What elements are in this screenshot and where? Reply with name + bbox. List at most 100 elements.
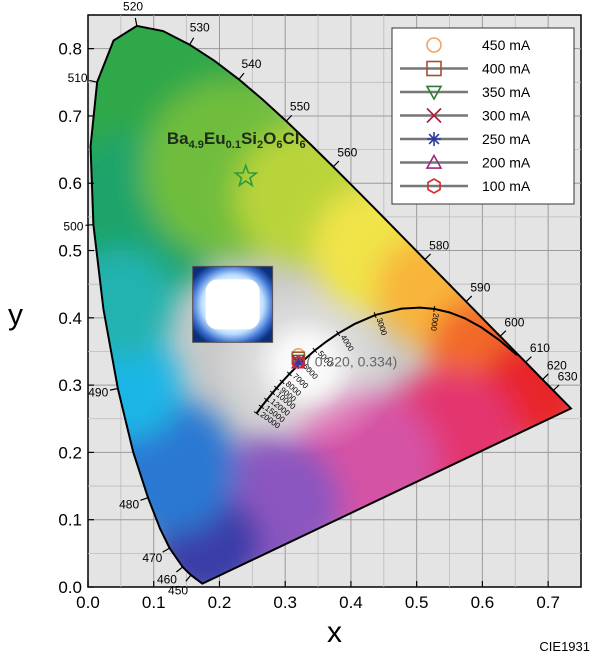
- compound-subscript: 6: [299, 139, 305, 151]
- legend-label: 200 mA: [482, 155, 531, 171]
- cct-tick: [286, 371, 292, 377]
- wavelength-tick: [189, 37, 195, 45]
- wavelength-label: 480: [119, 497, 139, 511]
- legend-entry: 400 mA: [400, 61, 531, 77]
- y-tick-label: 0.0: [58, 578, 82, 597]
- y-axis-label: y: [8, 299, 23, 332]
- wavelength-tick: [176, 566, 184, 573]
- wavelength-label: 540: [241, 57, 261, 71]
- wavelength-tick: [134, 17, 138, 27]
- cct-tick: [279, 379, 285, 385]
- wavelength-label: 530: [190, 20, 210, 34]
- data-point: [292, 356, 305, 369]
- legend-entry: 450 mA: [426, 37, 531, 53]
- legend-entry: 300 mA: [400, 108, 531, 124]
- compound-element: Cl: [282, 129, 299, 148]
- wavelength-tick: [285, 114, 293, 122]
- marker-asterisk: [427, 132, 441, 146]
- wavelength-label: 550: [290, 100, 310, 114]
- gamut-color-blob: [90, 249, 176, 360]
- compound-element: O: [263, 129, 276, 148]
- cct-tick: [312, 347, 318, 354]
- wavelength-tick: [109, 387, 118, 391]
- compound-subscript: 2: [257, 139, 263, 151]
- wavelength-label: 560: [337, 146, 357, 160]
- wavelength-label: 450: [168, 583, 188, 597]
- marker-circle: [426, 37, 442, 53]
- compound-subscript: 0.1: [226, 139, 241, 151]
- data-points: [290, 348, 306, 370]
- legend-label: 450 mA: [482, 37, 531, 53]
- compound-text: Ba4.9Eu0.1Si2O6Cl6: [167, 129, 306, 151]
- x-axis-label: x: [327, 616, 342, 649]
- legend: 450 mA 400 mA 350 mA 300 mA 250 mA 200 mA 100 …: [391, 27, 575, 205]
- wavelength-label: 500: [63, 219, 83, 233]
- wavelength-tick: [542, 373, 549, 380]
- wavelength-tick: [499, 330, 507, 337]
- led-bright-core: [205, 279, 260, 330]
- x-tick-label: 0.1: [142, 593, 166, 612]
- cct-label: 2000: [429, 312, 441, 332]
- compound-subscript: 6: [276, 139, 282, 151]
- wavelength-tick: [424, 253, 432, 260]
- wavelength-tick: [89, 79, 98, 83]
- marker-hexagon: [292, 355, 305, 370]
- wavelength-tick: [162, 547, 170, 553]
- legend-label: 100 mA: [482, 178, 531, 194]
- compound-subscript: 4.9: [189, 139, 204, 151]
- y-tick-label: 0.5: [58, 242, 82, 261]
- legend-label: 250 mA: [482, 131, 531, 147]
- legend-entry: 100 mA: [400, 178, 531, 194]
- y-tick-label: 0.6: [58, 174, 82, 193]
- x-tick-label: 0.2: [208, 593, 232, 612]
- marker-hexagon: [427, 178, 441, 194]
- wavelength-label: 460: [157, 572, 177, 586]
- data-point: [292, 355, 305, 370]
- wavelength-label: 600: [504, 315, 524, 329]
- legend-entry: 250 mA: [400, 131, 531, 147]
- marker-triangle-up: [425, 153, 443, 169]
- y-tick-label: 0.2: [58, 443, 82, 462]
- reference-star: [233, 163, 259, 188]
- x-tick-label: 0.7: [536, 593, 560, 612]
- wavelength-tick: [525, 356, 532, 363]
- y-tick-label: 0.7: [58, 107, 82, 126]
- wavelength-tick: [552, 384, 560, 391]
- cct-tick: [264, 397, 270, 403]
- wavelength-label: 580: [429, 239, 449, 253]
- cct-tick: [258, 404, 265, 410]
- axes: 0.0 0.1 0.2 0.3 0.4 0.5 0.6 0.7 0.0 0.1 0.2 0.3 0.4 0…: [58, 40, 560, 612]
- cct-tick: [253, 411, 260, 416]
- wavelength-label: 630: [558, 369, 578, 383]
- y-tick-label: 0.8: [58, 40, 82, 59]
- compound-element: Eu: [204, 129, 226, 148]
- legend-label: 350 mA: [482, 84, 531, 100]
- coordinate-annotation: ( 0.320, 0.334): [306, 353, 397, 369]
- wavelength-tick: [465, 295, 473, 302]
- x-tick-label: 0.6: [471, 593, 495, 612]
- x-tick-label: 0.3: [273, 593, 297, 612]
- legend-label: 300 mA: [482, 108, 531, 124]
- cct-tick: [373, 312, 377, 319]
- legend-entry: 350 mA: [400, 84, 531, 101]
- wavelength-tick: [185, 574, 192, 582]
- marker-triangle-down: [425, 85, 443, 101]
- x-tick-label: 0.0: [76, 593, 100, 612]
- legend-label: 400 mA: [482, 61, 531, 77]
- cct-tick: [433, 305, 436, 312]
- cct-tick: [273, 385, 280, 391]
- wavelength-tick: [332, 160, 340, 168]
- cct-tick: [269, 390, 276, 396]
- wavelength-tick: [238, 72, 245, 80]
- wavelength-label: 620: [547, 359, 567, 373]
- wavelength-label: 510: [68, 71, 88, 85]
- compound-element: Si: [241, 129, 257, 148]
- cct-ticks: 2000300040005000600070008000900010000120…: [253, 305, 441, 431]
- led-photo-inset: [192, 265, 274, 343]
- marker-square: [426, 60, 442, 77]
- wavelength-tick: [140, 497, 149, 501]
- wavelength-label: 490: [88, 386, 108, 400]
- wavelength-tick: [85, 224, 94, 226]
